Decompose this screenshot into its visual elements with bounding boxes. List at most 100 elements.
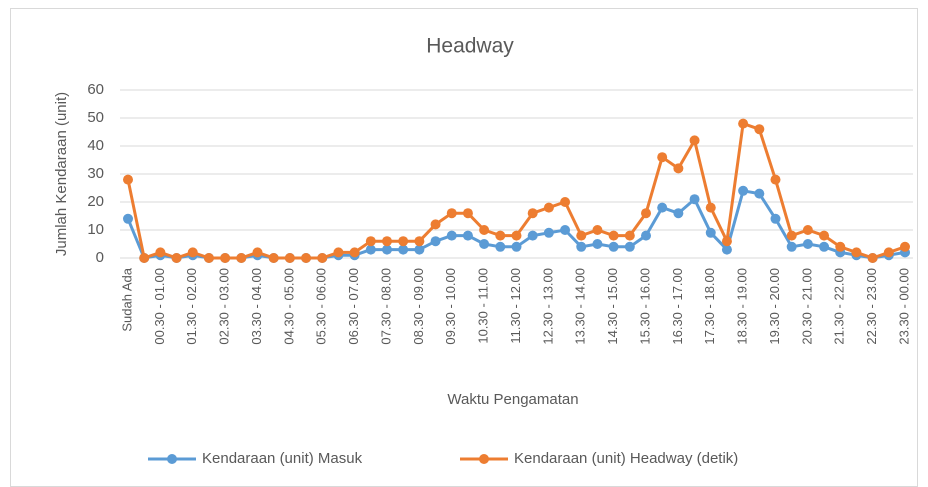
data-point [495, 241, 506, 252]
data-point [414, 236, 425, 247]
data-point [123, 174, 133, 185]
x-tick-label: 14.30 - 15.00 [605, 268, 620, 345]
data-point [543, 202, 554, 213]
data-point [479, 225, 490, 235]
x-tick-label: 07.30 - 08.00 [378, 268, 393, 345]
data-point [560, 197, 571, 207]
data-point [608, 241, 619, 252]
data-point [624, 230, 635, 241]
x-tick-label: 10.30 - 11.00 [476, 268, 491, 344]
y-tick-label: 0 [96, 249, 104, 266]
data-point [754, 124, 765, 135]
data-point [187, 247, 198, 258]
x-tick-label: 21.30 - 22.00 [832, 268, 847, 345]
data-point [721, 236, 732, 247]
chart-border [10, 8, 918, 487]
x-tick-label: 18.30 - 19.00 [735, 268, 750, 345]
x-tick-label: 03.30 - 04.00 [249, 268, 264, 345]
data-point [883, 247, 894, 258]
data-point [641, 208, 651, 219]
data-point [657, 202, 668, 213]
data-point [705, 227, 716, 238]
data-point [867, 253, 878, 263]
data-point [608, 230, 619, 241]
data-point [786, 241, 797, 252]
data-point [430, 236, 441, 247]
data-point [284, 253, 295, 263]
data-point [349, 247, 360, 258]
data-point [576, 241, 587, 252]
data-point [333, 247, 344, 258]
data-point [527, 208, 538, 219]
data-point [802, 225, 813, 235]
x-tick-label: 01.30 - 02.00 [184, 268, 199, 345]
data-point [705, 202, 716, 213]
data-point [446, 230, 457, 241]
x-tick-label: 20.30 - 21.00 [799, 268, 814, 345]
data-point [317, 253, 328, 263]
data-point [786, 230, 797, 241]
data-point [689, 135, 700, 146]
data-point [414, 244, 425, 255]
data-point [462, 208, 473, 219]
x-tick-label: 16.30 - 17.00 [670, 268, 685, 345]
data-point [382, 244, 392, 255]
data-point [819, 241, 830, 252]
x-tick-label: 06.30 - 07.00 [346, 268, 361, 345]
data-point [592, 225, 603, 235]
data-point [236, 253, 247, 263]
data-point [673, 163, 684, 174]
data-point [171, 253, 182, 263]
x-tick-label: 15.30 - 16.00 [637, 268, 652, 345]
data-point [123, 213, 133, 224]
y-tick-label: 10 [87, 221, 104, 238]
data-point [382, 236, 392, 247]
data-point [770, 174, 781, 185]
x-tick-label: 04.30 - 05.00 [281, 268, 296, 345]
data-point [738, 185, 749, 196]
x-tick-label: 19.30 - 20.00 [767, 268, 782, 345]
data-point [398, 236, 409, 247]
data-point [398, 244, 409, 255]
x-tick-label: 00.30 - 01.00 [152, 268, 167, 345]
data-point [721, 244, 732, 255]
x-tick-label: 22.30 - 23.00 [864, 268, 879, 345]
data-point [770, 213, 781, 224]
x-tick-label: 23.30 - 00.00 [896, 268, 911, 345]
data-point [220, 253, 231, 263]
y-tick-label: 40 [87, 137, 104, 154]
data-point [819, 230, 830, 241]
data-point [527, 230, 538, 241]
y-axis-title: Jumlah Kendaraan (unit) [53, 92, 70, 256]
data-point [624, 241, 635, 252]
chart-title: Headway [426, 35, 514, 58]
data-point [495, 230, 506, 241]
data-point [365, 236, 376, 247]
data-point [446, 208, 457, 219]
data-point [576, 230, 587, 241]
x-tick-label: 08.30 - 09.00 [411, 268, 426, 345]
x-tick-label: 09.30 - 10.00 [443, 268, 458, 345]
y-tick-label: 20 [87, 193, 104, 210]
y-tick-label: 30 [87, 165, 104, 182]
x-tick-label: 17.30 - 18.00 [702, 268, 717, 345]
data-point [462, 230, 473, 241]
x-tick-label: 11.30 - 12.00 [508, 268, 523, 344]
data-point [430, 219, 441, 230]
legend-marker [167, 454, 177, 464]
data-point [641, 230, 651, 241]
legend-marker [479, 454, 489, 464]
data-point [511, 241, 522, 252]
x-axis-title: Waktu Pengamatan [447, 391, 578, 408]
x-tick-label: 02.30 - 03.00 [217, 268, 232, 345]
data-point [268, 253, 279, 263]
x-tick-label: 05.30 - 06.00 [314, 268, 329, 345]
data-point [673, 208, 684, 219]
data-point [301, 253, 312, 263]
x-tick-label: 12.30 - 13.00 [540, 268, 555, 345]
data-point [543, 227, 554, 238]
data-point [155, 247, 166, 258]
x-tick-label: 13.30 - 14.00 [573, 268, 588, 345]
data-point [592, 239, 603, 249]
